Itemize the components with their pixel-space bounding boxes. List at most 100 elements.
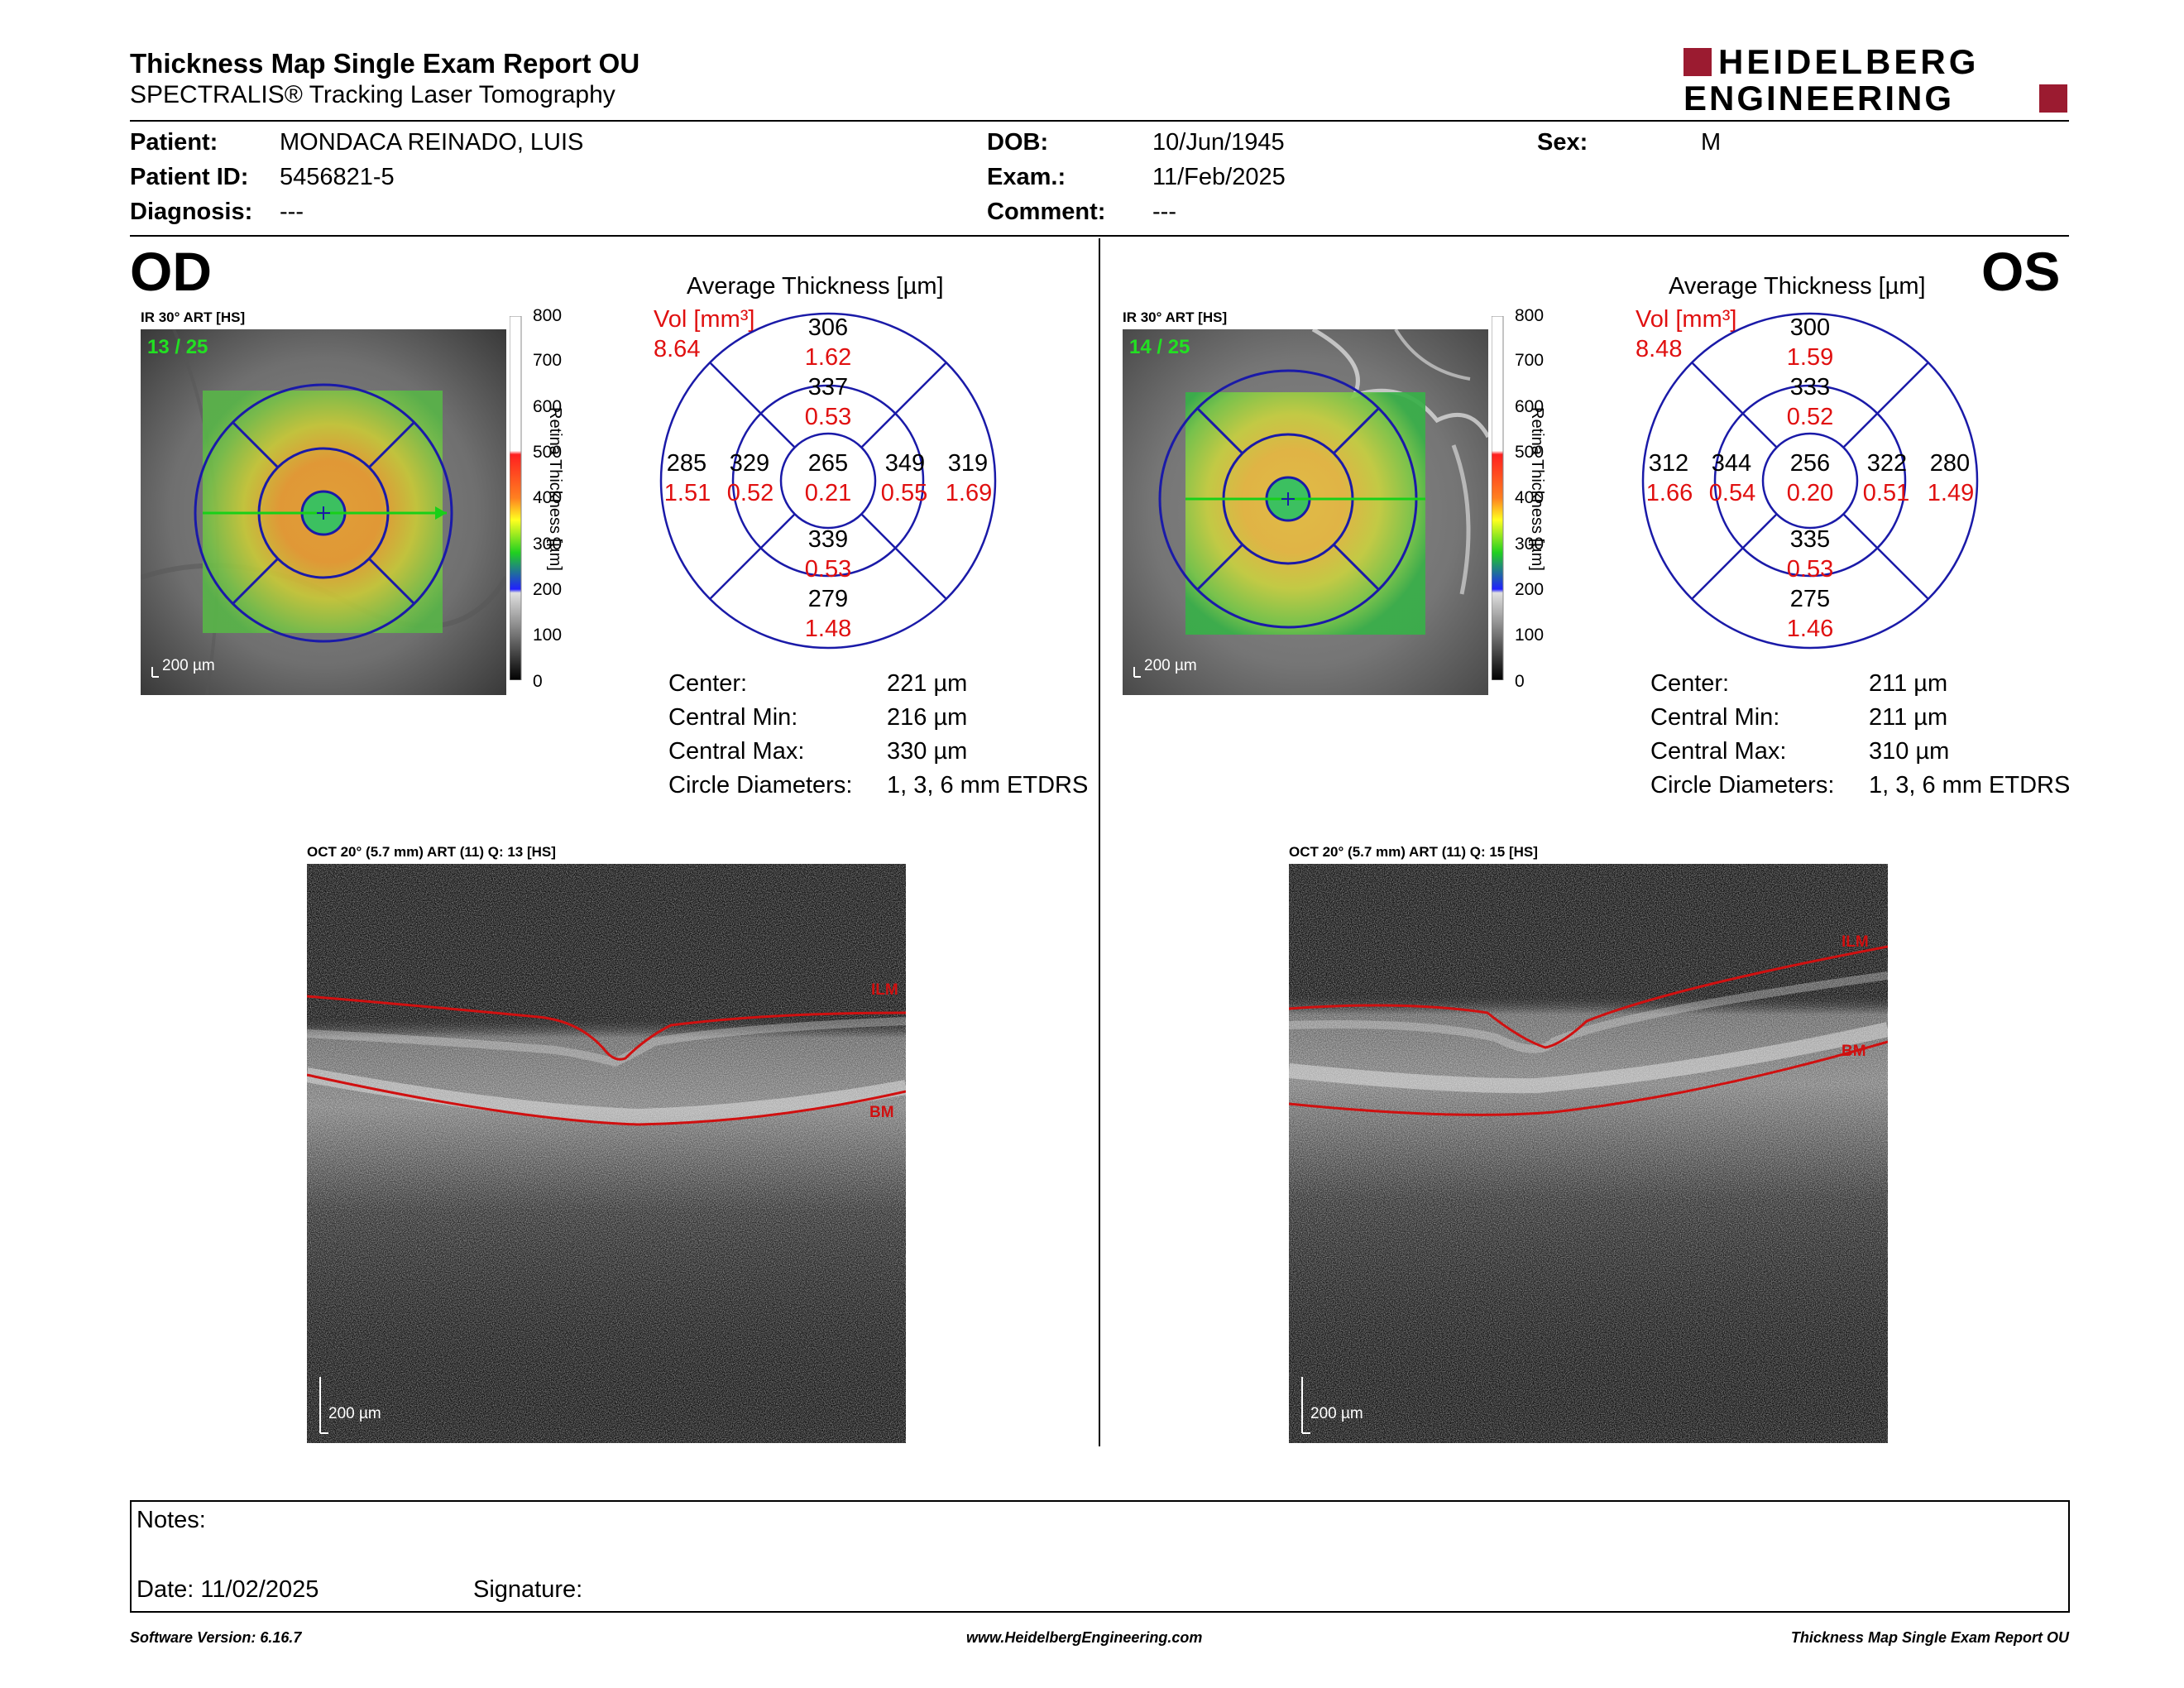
od-center-volume: 0.21 <box>804 480 852 506</box>
od-outer-inf-volume: 1.48 <box>804 616 852 642</box>
exam-label: Exam.: <box>987 164 1066 190</box>
logo-text-bottom: ENGINEERING <box>1684 79 1955 117</box>
od-stat-diam-label: Circle Diameters: <box>668 772 853 798</box>
os-stat-diam-label: Circle Diameters: <box>1650 772 1835 798</box>
os-colorbar-tick-300: 300 <box>1515 535 1545 554</box>
od-ir-index: 13 / 25 <box>147 336 208 358</box>
od-oct-bscan: ILM BM 200 µm <box>305 864 908 1443</box>
od-stat-max-value: 330 µm <box>887 738 968 765</box>
od-colorbar-tick-0: 0 <box>533 672 543 691</box>
os-outer-inf-volume: 1.46 <box>1786 616 1834 642</box>
os-inner-left-volume: 0.54 <box>1708 480 1756 506</box>
patient-id-label: Patient ID: <box>130 164 249 190</box>
os-center-thickness: 256 <box>1789 450 1831 477</box>
od-ir-caption: IR 30° ART [HS] <box>141 309 246 325</box>
footer-software-version: Software Version: 6.16.7 <box>130 1629 302 1646</box>
od-inner-left-thickness: 329 <box>729 450 770 477</box>
dob: 10/Jun/1945 <box>1152 129 1285 156</box>
notes-date: Date: 11/02/2025 <box>136 1576 319 1603</box>
patient-id: 5456821-5 <box>280 164 395 190</box>
os-inner-sup-volume: 0.52 <box>1786 404 1834 430</box>
os-colorbar: 800 700 600 500 400 300 200 100 0 Retina… <box>1490 306 1573 705</box>
od-stat-min-value: 216 µm <box>887 704 968 731</box>
os-oct-scale: 200 µm <box>1310 1405 1363 1422</box>
os-stat-max-value: 310 µm <box>1869 738 1950 765</box>
od-inner-sup-volume: 0.53 <box>804 404 852 430</box>
od-colorbar-tick-300: 300 <box>533 535 563 554</box>
od-outer-right-thickness: 319 <box>947 450 989 477</box>
os-vol-label: Vol [mm³] <box>1636 306 1737 333</box>
os-outer-left-volume: 1.66 <box>1645 480 1693 506</box>
od-outer-inf-thickness: 279 <box>807 586 849 612</box>
os-ir-index: 14 / 25 <box>1129 336 1190 358</box>
os-stat-min-label: Central Min: <box>1650 704 1780 731</box>
od-vol-label: Vol [mm³] <box>654 306 755 333</box>
sex: M <box>1701 129 1722 156</box>
notes-label: Notes: <box>136 1507 206 1533</box>
footer-website[interactable]: www.HeidelbergEngineering.com <box>966 1629 1203 1646</box>
os-stat-diam-value: 1, 3, 6 mm ETDRS <box>1869 772 2071 798</box>
eye-divider <box>1099 238 1100 1446</box>
os-ir-scale: 200 µm <box>1144 657 1197 674</box>
od-colorbar-tick-100: 100 <box>533 626 563 645</box>
diagnosis-label: Diagnosis: <box>130 199 253 225</box>
od-avg-thickness-title: Average Thickness [µm] <box>687 273 944 300</box>
os-outer-sup-thickness: 300 <box>1789 314 1831 341</box>
os-avg-thickness-title: Average Thickness [µm] <box>1669 273 1926 300</box>
header-divider <box>130 120 2069 122</box>
os-ir-caption: IR 30° ART [HS] <box>1123 309 1228 325</box>
os-outer-right-thickness: 280 <box>1929 450 1971 477</box>
os-colorbar-title: Retina Thickness [µm] <box>1528 407 1546 571</box>
dob-label: DOB: <box>987 129 1049 156</box>
os-inner-right-volume: 0.51 <box>1862 480 1910 506</box>
signature-label: Signature: <box>473 1576 583 1603</box>
od-eye-label: OD <box>130 241 212 302</box>
exam-date: 11/Feb/2025 <box>1152 164 1286 190</box>
od-colorbar-tick-200: 200 <box>533 580 563 599</box>
os-colorbar-tick-600: 600 <box>1515 397 1545 416</box>
heidelberg-logo: HEIDELBERG ENGINEERING <box>1684 43 2067 117</box>
report-subtitle: SPECTRALIS® Tracking Laser Tomography <box>130 81 615 108</box>
os-stat-center-label: Center: <box>1650 670 1730 697</box>
report-title: Thickness Map Single Exam Report OU <box>130 48 640 79</box>
os-bm-label: BM <box>1842 1043 1866 1060</box>
od-fundus-image: 13 / 25 200 µm <box>140 328 509 696</box>
comment-label: Comment: <box>987 199 1106 225</box>
os-oct-caption: OCT 20° (5.7 mm) ART (11) Q: 15 [HS] <box>1289 844 1538 860</box>
os-etdrs-grid: 300 1.59 333 0.52 256 0.20 344 0.54 322 … <box>1640 311 1980 650</box>
od-stat-min-label: Central Min: <box>668 704 798 731</box>
od-inner-right-volume: 0.55 <box>880 480 928 506</box>
os-outer-sup-volume: 1.59 <box>1786 344 1834 371</box>
od-outer-sup-volume: 1.62 <box>804 344 852 371</box>
os-outer-left-thickness: 312 <box>1648 450 1689 477</box>
comment: --- <box>1152 199 1176 225</box>
os-oct-bscan: ILM BM 200 µm <box>1288 864 1889 1443</box>
notes-box: Notes: Date: 11/02/2025 Signature: <box>130 1500 2070 1613</box>
os-fundus-image: 14 / 25 200 µm <box>1123 327 1491 695</box>
od-bm-label: BM <box>869 1104 894 1121</box>
os-inner-inf-volume: 0.53 <box>1786 556 1834 583</box>
os-inner-inf-thickness: 335 <box>1789 526 1831 553</box>
od-outer-left-volume: 1.51 <box>663 480 711 506</box>
od-inner-inf-thickness: 339 <box>807 526 849 553</box>
od-outer-sup-thickness: 306 <box>807 314 849 341</box>
os-colorbar-tick-100: 100 <box>1515 626 1545 645</box>
od-stat-max-label: Central Max: <box>668 738 805 765</box>
od-outer-left-thickness: 285 <box>666 450 707 477</box>
os-stat-min-value: 211 µm <box>1869 704 1948 731</box>
sex-label: Sex: <box>1537 129 1588 156</box>
os-colorbar-tick-500: 500 <box>1515 443 1545 462</box>
os-inner-sup-thickness: 333 <box>1789 374 1831 400</box>
od-colorbar-tick-800: 800 <box>533 306 563 325</box>
os-stat-center-value: 211 µm <box>1869 670 1948 697</box>
od-colorbar-tick-500: 500 <box>533 443 563 462</box>
od-etdrs-grid: 306 1.62 337 0.53 265 0.21 329 0.52 349 … <box>659 311 998 650</box>
os-center-volume: 0.20 <box>1786 480 1834 506</box>
patient-name: MONDACA REINADO, LUIS <box>280 129 584 156</box>
od-stat-center-label: Center: <box>668 670 748 697</box>
os-eye-label: OS <box>1981 241 2061 302</box>
od-inner-inf-volume: 0.53 <box>804 556 852 583</box>
od-oct-caption: OCT 20° (5.7 mm) ART (11) Q: 13 [HS] <box>307 844 556 860</box>
patient-label: Patient: <box>130 129 218 156</box>
od-center-thickness: 265 <box>807 450 849 477</box>
